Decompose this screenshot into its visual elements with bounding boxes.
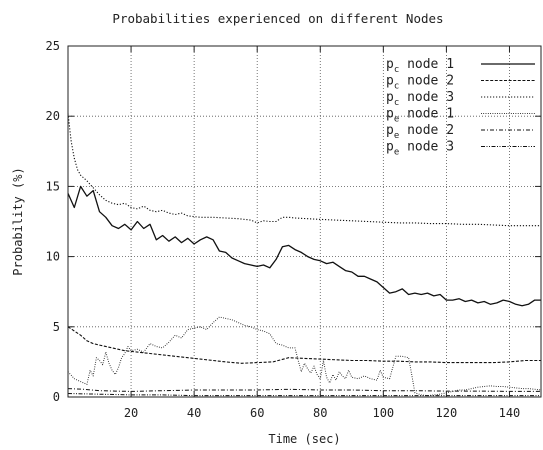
series-line-2 [67, 326, 541, 364]
y-tick-label: 5 [53, 320, 60, 334]
grid-lines [68, 46, 541, 397]
x-tick-label: 40 [187, 406, 201, 420]
y-tick-label: 10 [46, 250, 60, 264]
y-tick-label: 0 [53, 390, 60, 404]
series-line-5 [67, 388, 541, 392]
x-tick-label: 100 [372, 406, 394, 420]
series-line-1 [67, 185, 541, 307]
x-tick-label: 120 [436, 406, 458, 420]
y-tick-label: 20 [46, 109, 60, 123]
legend-entry-label: pc node 2 [386, 74, 454, 92]
legend-entry-label: pc node 1 [386, 57, 454, 75]
series-line-4 [67, 316, 542, 397]
legend: pc node 1pc node 2pc node 3pe node 1pe n… [386, 57, 535, 158]
legend-entry-label: pe node 1 [386, 107, 454, 125]
y-axis-label: Probability (%) [11, 167, 25, 275]
chart-title: Probabilities experienced on different N… [112, 11, 443, 26]
legend-entry-label: pc node 3 [386, 90, 454, 108]
x-tick-label: 20 [124, 406, 138, 420]
x-axis-label: Time (sec) [268, 432, 340, 446]
x-tick-label: 60 [250, 406, 264, 420]
y-tick-label: 25 [46, 39, 60, 53]
legend-entry-label: pe node 2 [386, 123, 454, 141]
x-tick-label: 140 [499, 406, 521, 420]
legend-entry-label: pe node 3 [386, 140, 454, 158]
axis-ticks: 20 40 60 80 100 120 140 0 5 10 15 20 25 [46, 39, 541, 420]
y-tick-label: 15 [46, 179, 60, 193]
plot-frame [67, 45, 542, 398]
series-lines [67, 113, 542, 397]
x-tick-label: 80 [313, 406, 327, 420]
series-line-6 [67, 393, 541, 397]
series-line-3 [67, 113, 541, 227]
